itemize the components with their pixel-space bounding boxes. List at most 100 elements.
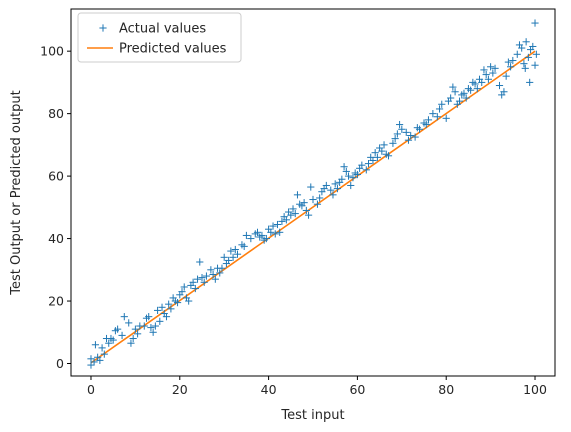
data-point: [369, 156, 377, 165]
data-point: [520, 60, 528, 68]
data-point: [364, 160, 373, 168]
data-point: [91, 341, 100, 349]
data-point: [435, 105, 444, 113]
data-point: [522, 38, 530, 46]
data-point: [225, 256, 233, 265]
data-point: [521, 64, 529, 72]
data-point: [489, 69, 497, 77]
data-point: [532, 50, 540, 58]
data-point: [487, 63, 495, 71]
data-point: [438, 100, 446, 108]
data-point: [118, 331, 126, 339]
data-point: [411, 133, 419, 141]
data-point: [233, 250, 242, 258]
data-point: [156, 317, 164, 325]
data-point: [120, 313, 128, 321]
data-point: [349, 174, 357, 182]
data-point: [329, 191, 337, 199]
data-point: [484, 75, 492, 83]
data-point: [165, 300, 173, 308]
data-point: [526, 78, 534, 86]
data-point: [96, 356, 104, 364]
data-point: [451, 88, 459, 96]
data-point: [509, 56, 517, 65]
data-point: [531, 61, 539, 69]
data-point: [151, 322, 159, 330]
data-point: [98, 344, 106, 352]
data-point: [200, 278, 208, 286]
data-point: [442, 114, 450, 122]
data-point: [327, 186, 335, 194]
data-point: [162, 313, 171, 321]
data-point: [125, 319, 133, 327]
data-point: [269, 222, 277, 230]
data-point: [415, 125, 424, 133]
data-point: [262, 234, 270, 243]
data-point: [455, 97, 464, 105]
data-point: [287, 211, 295, 219]
data-point: [90, 358, 98, 366]
data-point: [391, 135, 399, 143]
y-tick-label: 80: [48, 106, 64, 121]
data-point: [404, 136, 413, 144]
data-point: [393, 130, 401, 138]
data-point: [209, 270, 217, 279]
data-point: [529, 42, 537, 51]
data-point: [300, 199, 308, 207]
data-point: [307, 183, 315, 191]
x-tick-label: 0: [87, 382, 95, 397]
data-point: [460, 89, 468, 97]
data-point: [342, 167, 350, 176]
y-tick-label: 100: [40, 44, 64, 59]
data-point: [504, 58, 512, 66]
data-point: [331, 180, 339, 188]
data-point: [278, 217, 286, 225]
data-point: [347, 181, 355, 190]
data-layer: [87, 19, 540, 369]
data-point: [302, 206, 310, 215]
data-point: [196, 258, 204, 266]
data-point: [304, 211, 313, 219]
data-point: [282, 216, 290, 224]
legend: Actual values Predicted values: [77, 12, 242, 63]
data-point: [100, 350, 108, 358]
data-point: [316, 194, 324, 202]
data-point: [449, 83, 457, 91]
data-point: [373, 153, 381, 161]
y-tick-label: 60: [48, 169, 64, 184]
data-point: [362, 166, 370, 174]
data-point: [353, 170, 362, 179]
legend-label-actual: Actual values: [119, 22, 206, 37]
data-point: [276, 228, 284, 236]
data-point: [502, 72, 510, 80]
data-point: [207, 266, 215, 274]
axes-frame: [70, 8, 556, 377]
y-tick-label: 20: [48, 294, 64, 309]
data-point: [145, 313, 153, 321]
data-point: [273, 220, 282, 229]
data-point: [371, 149, 379, 157]
data-point: [289, 205, 297, 213]
data-point: [402, 128, 410, 136]
data-point: [140, 322, 148, 330]
data-point: [242, 231, 250, 240]
data-point: [229, 253, 237, 261]
data-point: [309, 195, 317, 204]
data-point: [293, 191, 302, 199]
data-point: [147, 323, 155, 332]
data-point: [478, 78, 486, 86]
data-point: [191, 284, 199, 293]
data-point: [109, 336, 117, 344]
data-point: [193, 275, 202, 283]
data-point: [271, 230, 279, 238]
data-point: [227, 247, 235, 255]
plot-area: [70, 8, 556, 377]
data-point: [105, 339, 113, 347]
x-axis-label: Test input: [280, 408, 344, 423]
data-point: [467, 86, 475, 94]
legend-box: [77, 12, 242, 63]
data-point: [531, 19, 539, 27]
data-point: [149, 328, 157, 336]
data-point: [429, 110, 437, 118]
